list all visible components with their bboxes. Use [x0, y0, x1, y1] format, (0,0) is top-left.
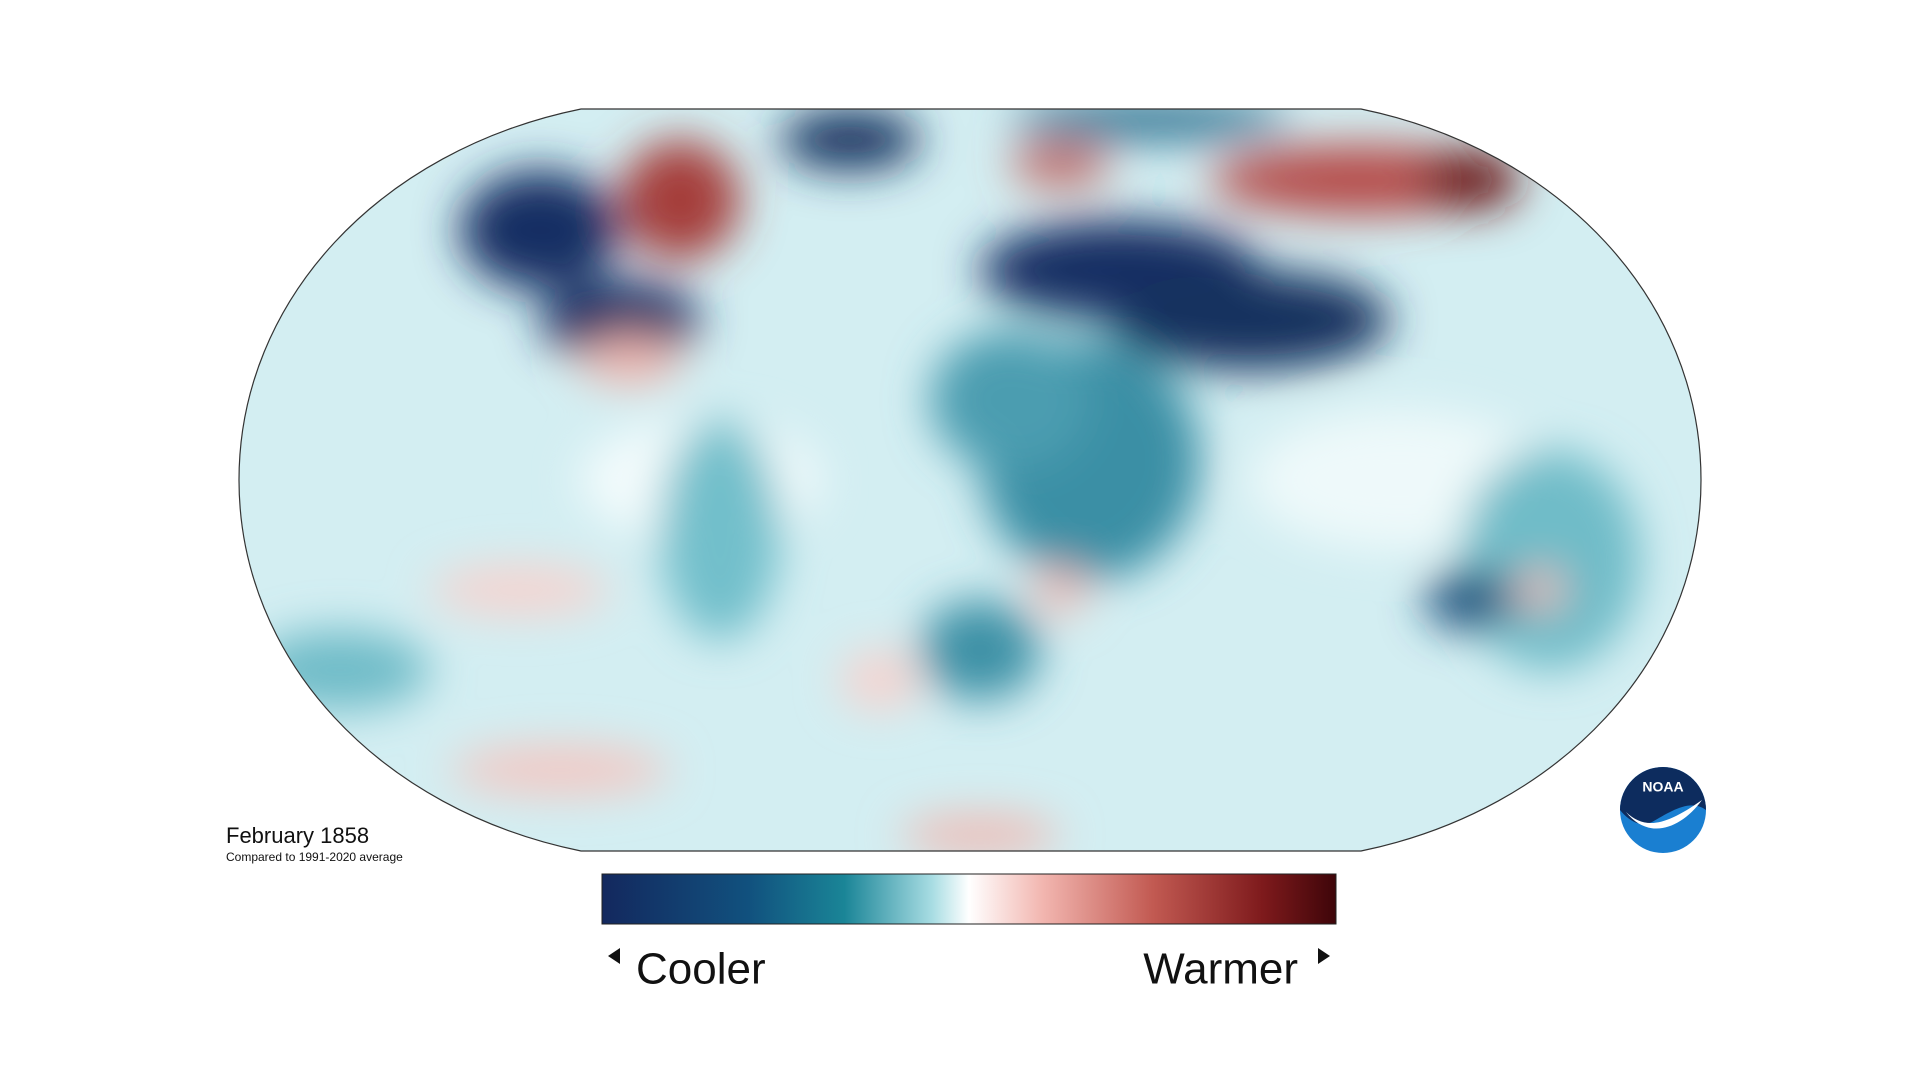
map-field	[239, 109, 1701, 851]
color-bar	[601, 873, 1337, 925]
caption-subtitle: Compared to 1991-2020 average	[226, 850, 403, 864]
legend-high: Warmer	[1143, 945, 1298, 994]
caption-title: February 1858	[226, 823, 369, 848]
noaa-logo: NOAA	[1620, 767, 1706, 853]
logo-text: NOAA	[1642, 779, 1683, 795]
arrow-right	[1318, 948, 1330, 964]
map-outline	[238, 108, 1702, 852]
arrow-left	[608, 948, 620, 964]
legend-low: Cooler	[636, 945, 766, 994]
